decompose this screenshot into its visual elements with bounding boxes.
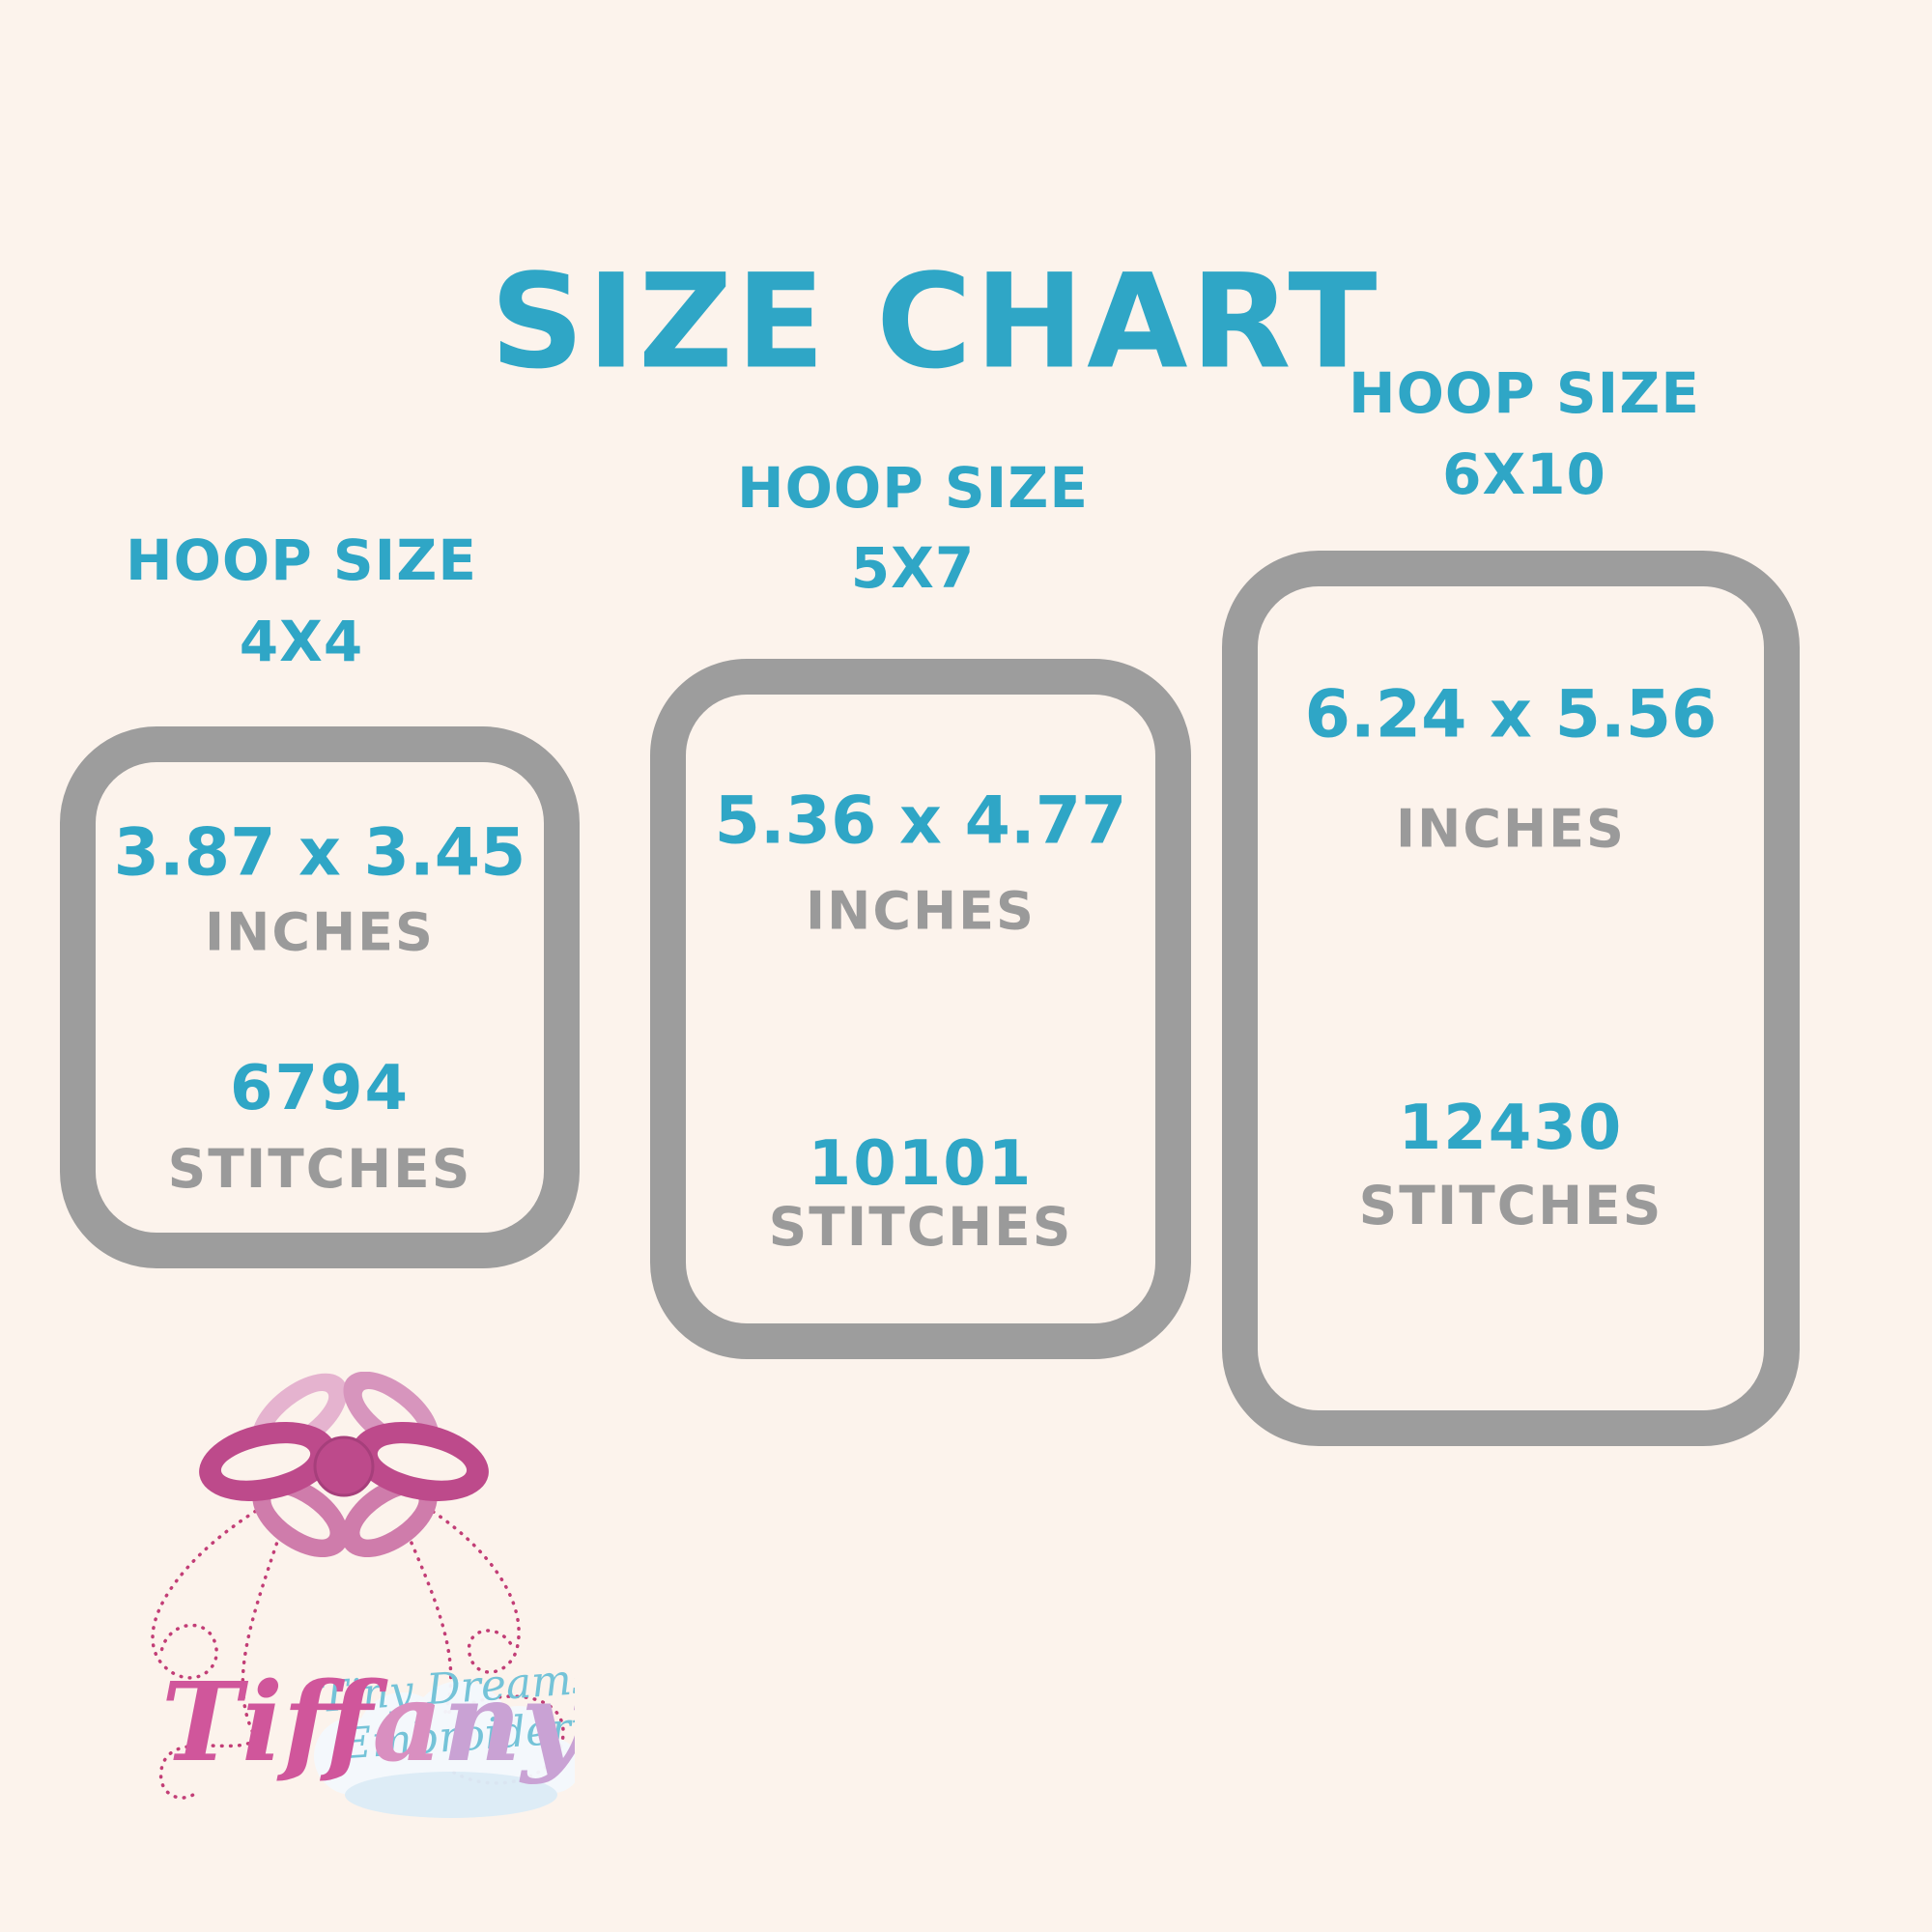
- hoop-4x4-stitch-count: 6794: [229, 1053, 411, 1124]
- brand-segment-2: a: [373, 1660, 443, 1786]
- hoop-header-6x10-line2: 6X10: [1442, 441, 1606, 507]
- hoop-header-6x10-line1: HOOP SIZE: [1349, 360, 1700, 426]
- hoop-box-6x10: 6.24 x 5.56 INCHES 12430 STITCHES: [1222, 551, 1800, 1446]
- hoop-4x4-inches-label: INCHES: [205, 901, 435, 963]
- hoop-5x7-dimensions: 5.36 x 4.77: [714, 782, 1127, 860]
- hoop-box-5x7: 5.36 x 4.77 INCHES 10101 STITCHES: [650, 659, 1191, 1359]
- hoop-header-5x7: HOOP SIZE 5X7: [737, 448, 1089, 609]
- brand-segment-3: ny: [442, 1660, 575, 1786]
- watermark: Tiny Dreams Embroidery: [319, 1654, 575, 1769]
- hoop-header-4x4-line2: 4X4: [239, 609, 364, 674]
- hoop-header-4x4-line1: HOOP SIZE: [126, 527, 477, 593]
- hoop-6x10-dimensions: 6.24 x 5.56: [1304, 676, 1718, 753]
- hoop-header-5x7-line2: 5X7: [850, 535, 976, 601]
- brand-name-text: Tiffany: [161, 1660, 575, 1786]
- hoop-box-4x4: 3.87 x 3.45 INCHES 6794 STITCHES: [60, 726, 580, 1268]
- hoop-5x7-stitch-label: STITCHES: [768, 1196, 1073, 1258]
- hoop-6x10-inches-label: INCHES: [1396, 798, 1626, 860]
- hoop-header-4x4: HOOP SIZE 4X4: [126, 520, 477, 682]
- hoop-5x7-stitch-count: 10101: [808, 1128, 1034, 1200]
- hoop-4x4-dimensions: 3.87 x 3.45: [113, 814, 526, 892]
- cloud-decoration: [314, 1681, 575, 1818]
- hoop-5x7-inches-label: INCHES: [806, 880, 1036, 942]
- hoop-4x4-stitch-label: STITCHES: [167, 1138, 472, 1200]
- bow-icon: [199, 1372, 489, 1557]
- hoop-header-6x10: HOOP SIZE 6X10: [1349, 353, 1700, 515]
- brand-logo: Tiny Dreams Embroidery Tiffany: [151, 1372, 575, 1818]
- hoop-header-5x7-line1: HOOP SIZE: [737, 455, 1089, 521]
- brand-segment-1: Tiff: [161, 1660, 388, 1786]
- hoop-6x10-stitch-label: STITCHES: [1358, 1175, 1663, 1236]
- page-title: SIZE CHART: [490, 245, 1380, 398]
- hoop-6x10-stitch-count: 12430: [1398, 1093, 1624, 1164]
